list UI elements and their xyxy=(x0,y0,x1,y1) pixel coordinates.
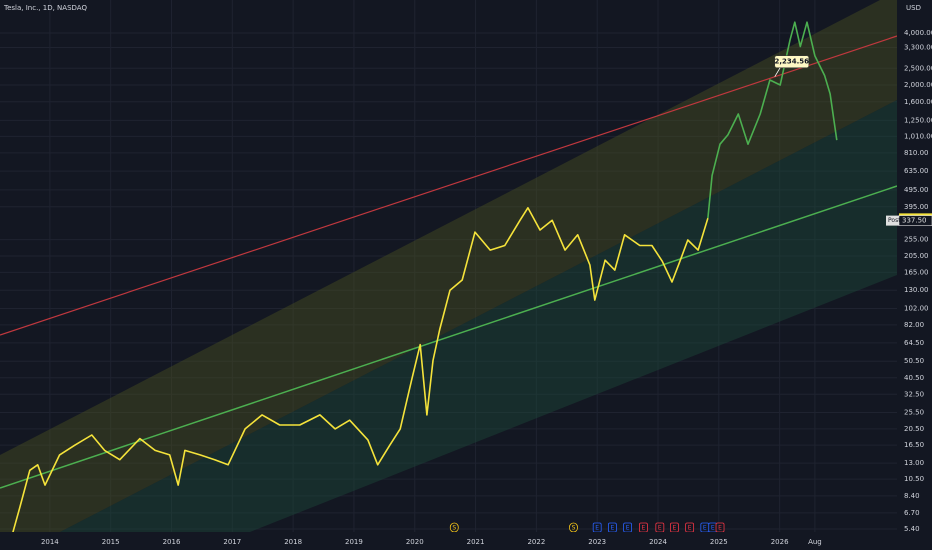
x-tick-label: 2022 xyxy=(527,538,545,546)
y-tick-label: 2,500.00 xyxy=(904,64,932,72)
y-tick-label: 82.00 xyxy=(904,321,924,329)
resistance-line xyxy=(0,35,898,336)
y-tick-label: 1,010.00 xyxy=(904,132,932,140)
x-tick-label: 2020 xyxy=(406,538,424,546)
price-axis xyxy=(897,0,932,550)
y-tick-label: 20.50 xyxy=(904,425,924,433)
y-tick-label: 1,250.00 xyxy=(904,116,932,124)
event-label: E xyxy=(658,525,662,532)
y-tick-label: 205.00 xyxy=(904,252,929,260)
x-tick-label: 2023 xyxy=(588,538,606,546)
time-axis xyxy=(0,532,932,550)
x-tick-label: 2026 xyxy=(771,538,789,546)
y-tick-label: 130.00 xyxy=(904,286,929,294)
marks: 2,234.56S S E E E E E E E E E E xyxy=(11,21,838,536)
x-tick-label: 2021 xyxy=(467,538,485,546)
y-tick-label: 4,000.00 xyxy=(904,29,932,37)
x-tick-label: 2025 xyxy=(710,538,728,546)
y-tick-label: 3,300.00 xyxy=(904,43,932,51)
event-label: E xyxy=(626,525,630,532)
callout-box xyxy=(774,55,810,68)
y-tick-label: 13.00 xyxy=(904,459,924,467)
callout-pointer xyxy=(774,66,782,77)
price-line xyxy=(11,207,709,536)
price-label: 337.50 xyxy=(902,217,927,225)
y-tick-label: 10.50 xyxy=(904,475,924,483)
event-label: E xyxy=(711,525,715,532)
event-label: E xyxy=(718,525,722,532)
x-tick-label: 2024 xyxy=(649,538,667,546)
event-label: E xyxy=(673,525,677,532)
y-tick-label: 102.00 xyxy=(904,304,929,312)
event-label: E xyxy=(595,525,599,532)
x-tick-label: 2014 xyxy=(41,538,59,546)
y-tick-label: 32.50 xyxy=(904,390,924,398)
currency: USD xyxy=(906,4,921,12)
price-tag: Post xyxy=(888,217,901,224)
x-tick-label: 2017 xyxy=(223,538,241,546)
x-tick-label: 2019 xyxy=(345,538,363,546)
event-label: E xyxy=(610,525,614,532)
x-tick-label: Aug xyxy=(808,538,822,546)
trend-line xyxy=(0,185,898,489)
y-tick-label: 16.50 xyxy=(904,441,924,449)
event-label: E xyxy=(688,525,692,532)
y-tick-label: 810.00 xyxy=(904,149,929,157)
event-label: S xyxy=(452,525,456,532)
y-tick-label: 50.50 xyxy=(904,357,924,365)
event-label: E xyxy=(642,525,646,532)
price-tag-box xyxy=(886,215,899,226)
x-tick-label: 2018 xyxy=(284,538,302,546)
y-tick-label: 6.70 xyxy=(904,509,920,517)
event-label: E xyxy=(703,525,707,532)
x-tick-label: 2015 xyxy=(102,538,120,546)
x-tick-label: 2016 xyxy=(163,538,181,546)
callout-label: 2,234.56 xyxy=(774,58,809,66)
axes: 5.40 6.70 8.40 10.50 13.00 16.50 20.50 25.50 32.… xyxy=(41,29,932,546)
price-line xyxy=(707,21,838,219)
y-tick-label: 495.00 xyxy=(904,186,929,194)
grid xyxy=(0,0,897,532)
y-tick-label: 255.00 xyxy=(904,236,929,244)
y-tick-label: 2,000.00 xyxy=(904,81,932,89)
y-tick-label: 165.00 xyxy=(904,268,929,276)
y-tick-label: 1,600.00 xyxy=(904,98,932,106)
y-tick-label: 40.50 xyxy=(904,374,924,382)
channel-band-lower xyxy=(60,100,897,532)
y-tick-label: 64.50 xyxy=(904,339,924,347)
y-tick-label: 5.40 xyxy=(904,525,920,533)
chart-title: Tesla, Inc., 1D, NASDAQ xyxy=(3,4,87,12)
y-tick-label: 395.00 xyxy=(904,203,929,211)
event-label: S xyxy=(572,525,576,532)
y-tick-label: 25.50 xyxy=(904,409,924,417)
y-tick-label: 635.00 xyxy=(904,167,929,175)
y-tick-label: 8.40 xyxy=(904,492,920,500)
channel-band-upper xyxy=(0,0,897,532)
